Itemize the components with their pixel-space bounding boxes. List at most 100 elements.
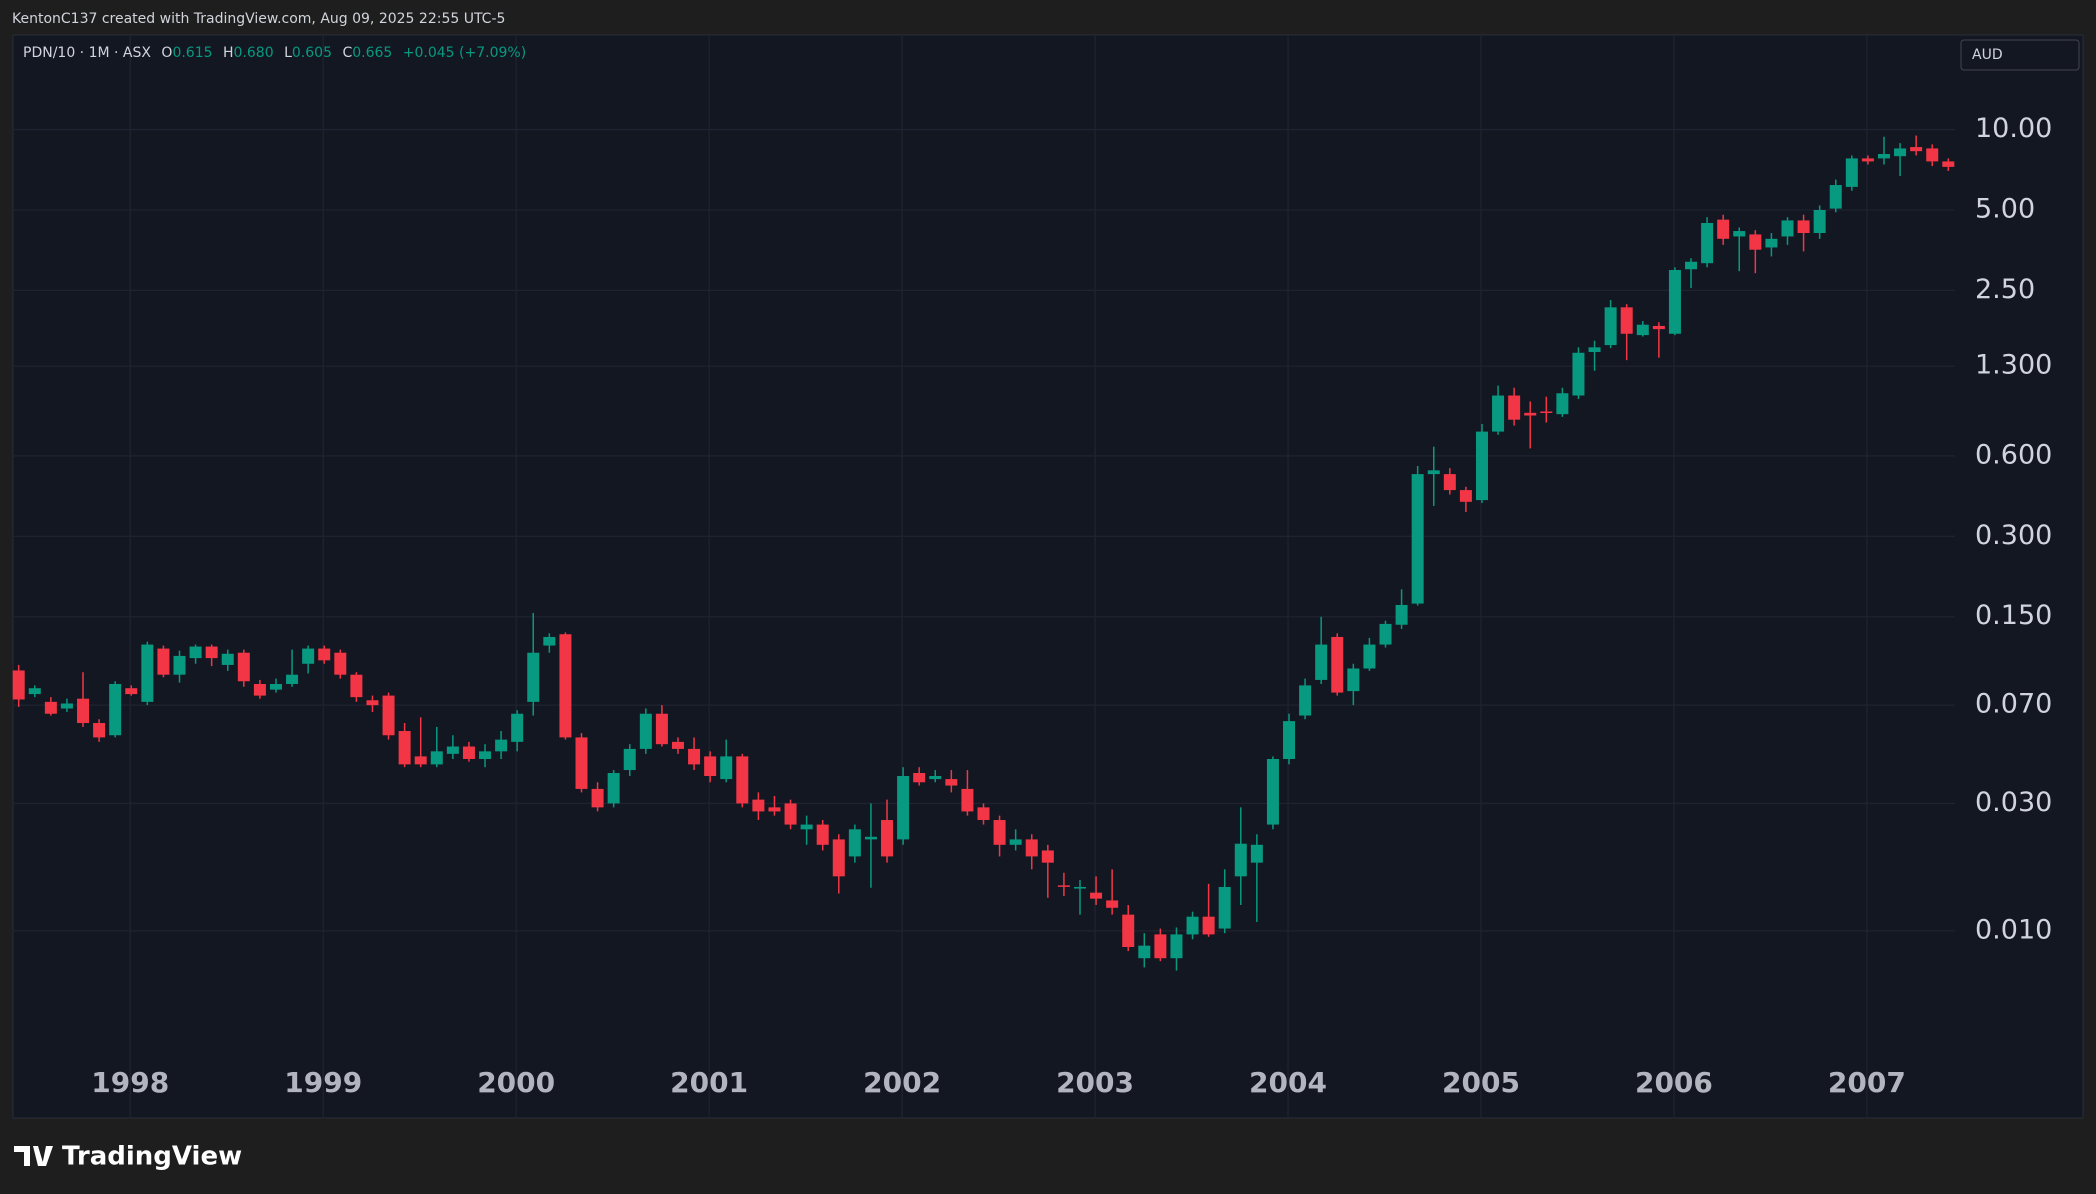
candle-body xyxy=(1363,644,1376,669)
x-tick-label: 1999 xyxy=(284,1066,362,1099)
symbol-info: PDN/10 · 1M · ASX xyxy=(23,45,151,61)
candle-body xyxy=(1218,886,1231,929)
candle-body xyxy=(189,646,202,659)
candle-body xyxy=(1186,916,1199,935)
candle-body xyxy=(77,698,90,724)
candle-body xyxy=(945,779,958,786)
candle-body xyxy=(1009,839,1022,845)
candle-body xyxy=(141,644,154,702)
candle-body xyxy=(1942,161,1955,167)
candle-body xyxy=(1379,623,1392,645)
candle-body xyxy=(1283,721,1296,759)
candle-body xyxy=(269,683,282,690)
candle-body xyxy=(1459,490,1472,502)
candle-body xyxy=(1154,934,1167,959)
legend-value: 0.665 xyxy=(352,45,392,61)
y-tick-label: 0.070 xyxy=(1975,689,2052,720)
candle-body xyxy=(800,824,813,830)
candle-body xyxy=(784,803,797,825)
candle-body xyxy=(655,713,668,745)
candle-body xyxy=(125,688,138,695)
candle-body xyxy=(1668,270,1681,334)
currency-box[interactable] xyxy=(1960,39,2080,71)
candle-body xyxy=(1427,470,1440,475)
y-tick-label: 10.00 xyxy=(1975,113,2052,144)
logo: TradingView xyxy=(14,1142,242,1172)
candle-body xyxy=(253,683,266,696)
candle-body xyxy=(1025,839,1038,857)
candle-body xyxy=(977,807,990,821)
legend-value: 0.615 xyxy=(172,45,212,61)
candle-body xyxy=(414,756,427,765)
legend-label: H xyxy=(223,45,234,61)
candle-body xyxy=(1620,307,1633,334)
legend-value: 0.680 xyxy=(234,45,274,61)
candle-body xyxy=(1926,148,1939,162)
x-tick-label: 2004 xyxy=(1249,1066,1327,1099)
candle-body xyxy=(1733,231,1746,237)
candle-body xyxy=(1797,220,1810,234)
candle-body xyxy=(1315,644,1328,680)
candle-body xyxy=(1508,395,1521,420)
candle-body xyxy=(1910,147,1923,152)
logo-text: TradingView xyxy=(62,1142,242,1172)
candle-body xyxy=(1524,412,1537,416)
candle-body xyxy=(28,688,41,695)
y-tick-label: 0.010 xyxy=(1975,914,2052,945)
candle-body xyxy=(495,739,508,752)
candle-body xyxy=(688,748,701,765)
candle-body xyxy=(1475,431,1488,501)
candle-body xyxy=(109,683,122,736)
y-tick-label: 0.150 xyxy=(1975,600,2052,631)
candle-body xyxy=(1572,352,1585,396)
candle-body xyxy=(1749,234,1762,250)
candle-body xyxy=(1492,395,1505,432)
candle-body xyxy=(60,703,73,709)
candle-body xyxy=(1170,934,1183,959)
candle-body xyxy=(446,746,459,754)
candle-body xyxy=(639,713,652,749)
y-tick-label: 5.00 xyxy=(1975,193,2035,224)
y-tick-label: 0.600 xyxy=(1975,439,2052,470)
candle-body xyxy=(1652,325,1665,330)
candle-body xyxy=(1250,844,1263,863)
candle-body xyxy=(1781,220,1794,237)
candle-body xyxy=(1347,668,1360,692)
candle-body xyxy=(350,674,363,698)
candle-body xyxy=(1813,209,1826,234)
chart-pane xyxy=(12,34,2084,1119)
legend-change: +0.045 (+7.09%) xyxy=(403,45,526,61)
candle-body xyxy=(623,748,636,771)
candles xyxy=(12,135,1955,971)
candle-body xyxy=(1122,914,1135,948)
candle-body xyxy=(736,756,749,804)
legend-label: L xyxy=(284,45,292,61)
candle-body xyxy=(832,839,845,877)
header-text: KentonC137 created with TradingView.com,… xyxy=(12,11,505,27)
candle-body xyxy=(720,756,733,780)
candle-body xyxy=(1701,222,1714,264)
legend-label: C xyxy=(342,45,352,61)
candle-body xyxy=(1717,219,1730,239)
candle-body xyxy=(1636,324,1649,336)
candle-body xyxy=(302,648,315,664)
candle-body xyxy=(1138,945,1151,959)
candle-body xyxy=(1540,411,1553,414)
candle-body xyxy=(205,646,218,659)
candle-body xyxy=(1604,307,1617,346)
candle-body xyxy=(1090,892,1103,899)
x-tick-label: 2007 xyxy=(1828,1066,1906,1099)
candle-body xyxy=(1877,154,1890,159)
y-tick-label: 0.030 xyxy=(1975,787,2052,818)
x-tick-label: 2001 xyxy=(670,1066,748,1099)
candle-body xyxy=(462,746,475,759)
candle-body xyxy=(1894,148,1907,157)
currency-label[interactable]: AUD xyxy=(1972,47,2003,63)
candle-body xyxy=(1829,185,1842,209)
axes: 10.00 5.00 2.50 1.300 0.600 0.300 0.150 0.070 0.… xyxy=(91,113,2052,1099)
candle-body xyxy=(366,700,379,706)
candle-body xyxy=(575,737,588,789)
x-tick-label: 2000 xyxy=(477,1066,555,1099)
candle-body xyxy=(1411,474,1424,604)
candle-body xyxy=(44,701,57,714)
